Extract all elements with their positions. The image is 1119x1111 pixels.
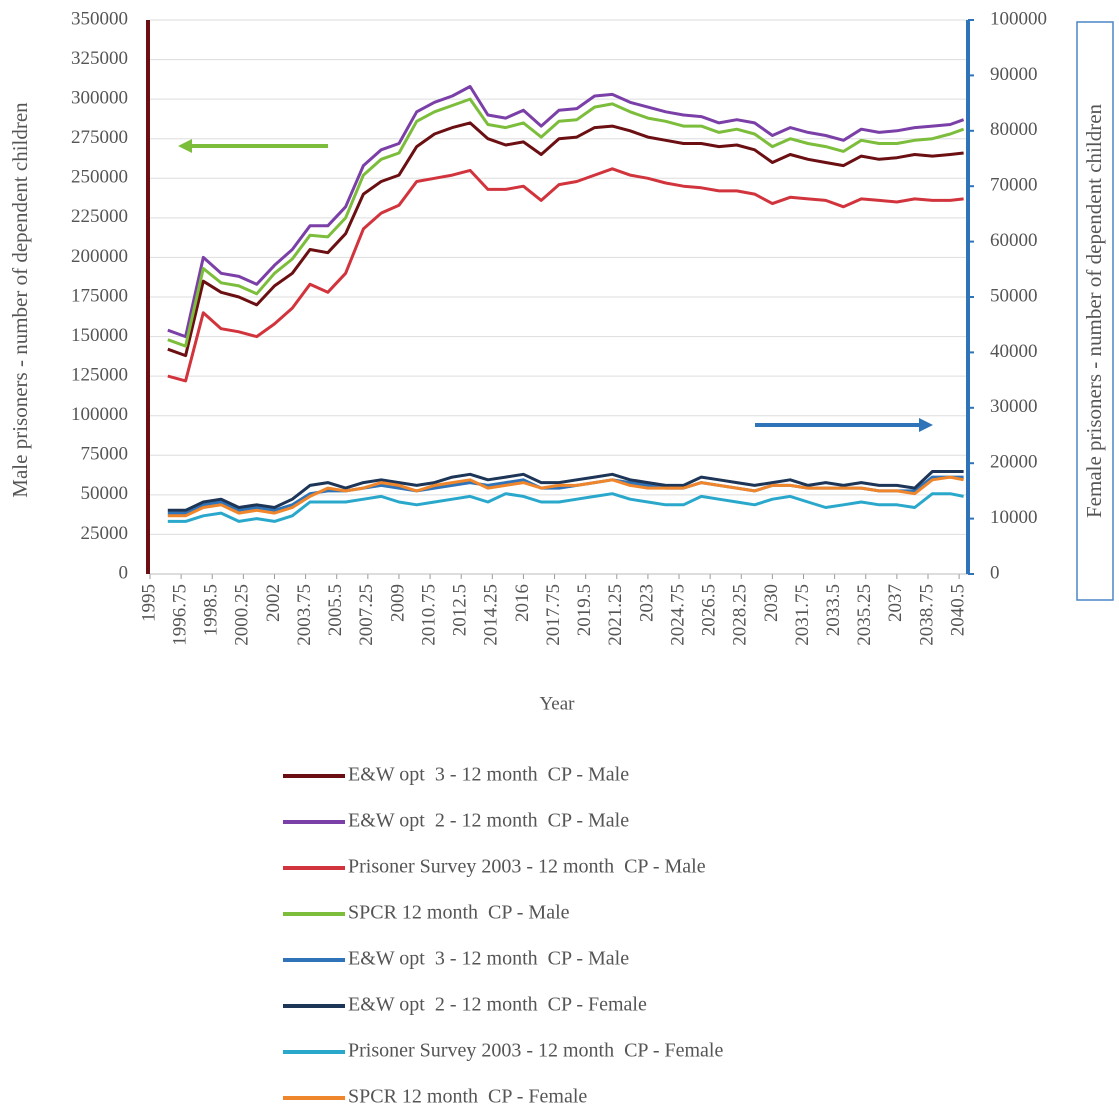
x-tick-label: 2005.5 (325, 584, 346, 636)
y-axis-title: Male prisoners - number of dependent chi… (8, 102, 32, 498)
x-tick-label: 2014.25 (481, 584, 502, 646)
legend-label: Prisoner Survey 2003 - 12 month CP - Mal… (348, 856, 706, 878)
y2-tick-label: 90000 (990, 64, 1038, 85)
x-tick-label: 2007.25 (356, 584, 377, 646)
plot-area: 0250005000075000100000125000150000175000… (71, 8, 1047, 645)
legend-label: E&W opt 3 - 12 month CP - Male (348, 764, 629, 786)
y2-tick-label: 40000 (990, 341, 1038, 362)
series-line (167, 475, 964, 518)
y-tick-label: 125000 (71, 365, 128, 386)
x-tick-label: 2028.25 (730, 584, 751, 646)
series-line (167, 470, 964, 512)
y-tick-label: 25000 (81, 523, 129, 544)
y-tick-label: 50000 (81, 483, 129, 504)
x-tick-label: 2035.25 (854, 584, 875, 646)
y-tick-label: 75000 (81, 444, 129, 465)
y-tick-label: 325000 (71, 48, 128, 69)
y2-axis-title: Female prisoners - number of dependent c… (1082, 103, 1106, 518)
x-tick-label: 2012.5 (450, 584, 471, 636)
y2-tick-label: 50000 (990, 285, 1038, 306)
left-arrowhead (178, 139, 192, 153)
x-tick-label: 2038.75 (916, 584, 937, 646)
y-tick-label: 275000 (71, 127, 128, 148)
x-tick-label: 1996.75 (169, 584, 190, 646)
legend-label: E&W opt 3 - 12 month CP - Male (348, 948, 629, 970)
x-tick-label: 1998.5 (201, 584, 222, 636)
series-line (167, 85, 965, 339)
series-line (167, 121, 964, 358)
x-tick-label: 2002 (263, 584, 284, 622)
x-tick-label: 2030 (761, 584, 782, 622)
y-tick-label: 175000 (71, 285, 128, 306)
y2-tick-label: 80000 (990, 119, 1038, 140)
y2-tick-label: 20000 (990, 452, 1038, 473)
x-tick-label: 2026.5 (699, 584, 720, 636)
x-tick-label: 2037 (885, 584, 906, 622)
legend-label: Prisoner Survey 2003 - 12 month CP - Fem… (348, 1040, 723, 1062)
x-tick-label: 2016 (512, 584, 533, 622)
x-tick-label: 2017.75 (543, 584, 564, 646)
y2-tick-label: 70000 (990, 175, 1038, 196)
x-tick-label: 2000.25 (232, 584, 253, 646)
series-line (167, 167, 964, 383)
right-arrowhead (919, 418, 933, 432)
legend-label: SPCR 12 month CP - Male (348, 902, 570, 924)
x-axis-title: Year (539, 693, 575, 714)
y-tick-label: 300000 (71, 88, 128, 109)
y2-tick-label: 100000 (990, 8, 1047, 29)
x-tick-label: 2010.75 (418, 584, 439, 646)
y2-tick-label: 30000 (990, 396, 1038, 417)
y-tick-label: 150000 (71, 325, 128, 346)
x-tick-label: 1995 (138, 584, 159, 622)
y2-title-box (1076, 21, 1114, 601)
legend-label: SPCR 12 month CP - Female (348, 1086, 587, 1108)
y2-tick-label: 10000 (990, 507, 1038, 528)
y-tick-label: 100000 (71, 404, 128, 425)
x-tick-label: 2024.75 (667, 584, 688, 646)
series-line (167, 97, 965, 348)
y2-tick-label: 60000 (990, 230, 1038, 251)
x-tick-label: 2009 (387, 584, 408, 622)
y-tick-label: 0 (119, 562, 129, 583)
x-tick-label: 2019.5 (574, 584, 595, 636)
y-tick-label: 200000 (71, 246, 128, 267)
x-tick-label: 2040.5 (947, 584, 968, 636)
x-tick-label: 2003.75 (294, 584, 315, 646)
y2-tick-label: 0 (990, 562, 1000, 583)
series-line (167, 492, 964, 523)
x-tick-label: 2021.25 (605, 584, 626, 646)
x-tick-label: 2023 (636, 584, 657, 622)
y-tick-label: 250000 (71, 167, 128, 188)
legend-label: E&W opt 2 - 12 month CP - Male (348, 810, 629, 832)
x-tick-label: 2031.75 (792, 584, 813, 646)
y-tick-label: 350000 (71, 8, 128, 29)
legend-label: E&W opt 2 - 12 month CP - Female (348, 994, 647, 1016)
y-tick-label: 225000 (71, 206, 128, 227)
x-tick-label: 2033.5 (823, 584, 844, 636)
